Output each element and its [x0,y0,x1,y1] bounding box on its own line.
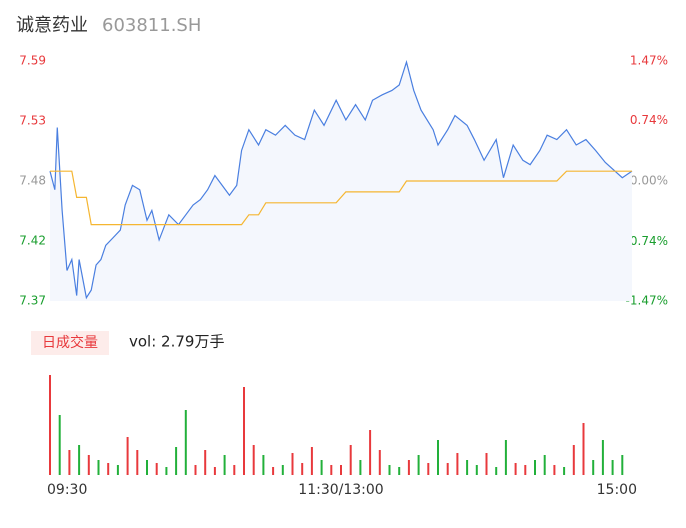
volume-bar [417,455,420,475]
volume-bar [58,415,61,475]
volume-bar [126,437,129,475]
x-tick-label: 09:30 [47,482,87,498]
price-area [50,62,632,301]
y2-tick-label: 1.47% [630,54,668,68]
volume-bar [485,453,488,475]
volume-bar [592,460,595,475]
volume-bar [49,375,51,475]
volume-title-bg [31,331,109,355]
volume-bar [136,450,139,475]
volume-bar [243,387,245,475]
volume-bar [213,467,216,475]
volume-bar [281,465,284,475]
volume-title: 日成交量 [42,334,98,351]
y-tick-label: 7.59 [19,54,46,68]
stock-code: 603811.SH [102,15,201,36]
volume-bar [466,460,469,475]
average-line [50,170,632,226]
volume-bar [388,465,391,475]
volume-bar [621,455,624,475]
volume-bar [184,410,187,475]
y2-tick-label: -1.47% [626,294,668,308]
volume-bar [272,467,275,475]
volume-bar [446,463,449,475]
volume-bar [378,450,381,475]
volume-bar [175,447,178,475]
volume-bar [601,440,604,475]
volume-bar [155,463,158,475]
volume-bar [194,465,197,475]
y-tick-label: 7.53 [19,114,46,128]
volume-bar [553,465,556,475]
volume-bar [165,467,168,475]
volume-bar [359,460,362,475]
volume-bar [437,440,439,475]
volume-bar [107,463,110,475]
y-tick-label: 7.42 [19,234,46,248]
volume-bar [204,450,207,475]
y2-tick-label: -0.74% [626,234,668,248]
volume-bar [233,465,236,475]
volume-bar [97,460,100,475]
volume-bar [349,445,352,475]
volume-bar [369,430,372,475]
volume-bar [310,447,313,475]
volume-bar [252,445,255,475]
x-tick-label: 11:30/13:00 [298,482,383,498]
volume-bar [475,465,478,475]
volume-bar [524,465,527,475]
chart-title: 诚意药业 [16,15,88,36]
volume-bar [534,460,536,475]
volume-bar [320,460,323,475]
volume-bar [504,440,507,475]
volume-bar [116,465,119,475]
volume-bar [407,460,410,475]
volume-bar [456,453,459,475]
volume-bar [495,467,498,475]
volume-bar [68,450,71,475]
volume-bar [262,455,265,475]
volume-bar [427,463,430,475]
volume-bar [223,455,226,475]
volume-bar [340,465,342,475]
volume-bar [87,455,90,475]
y-tick-label: 7.37 [19,294,46,308]
y-tick-label: 7.48 [19,174,46,188]
x-tick-label: 15:00 [597,482,637,498]
y2-tick-label: 0.74% [630,113,668,127]
volume-label: vol: 2.79万手 [129,333,224,351]
volume-bar [611,460,614,475]
volume-bar [514,463,517,475]
volume-bar [398,467,401,475]
volume-bar [572,445,575,475]
volume-bar [582,423,585,475]
price-line [49,59,633,300]
volume-bar [78,445,81,475]
volume-bar [543,455,546,475]
volume-bar [330,465,333,475]
y2-tick-label: -0.00% [626,174,668,188]
volume-bar [291,453,294,475]
volume-bar [563,467,566,475]
volume-bar [146,460,148,475]
volume-bar [301,463,304,475]
